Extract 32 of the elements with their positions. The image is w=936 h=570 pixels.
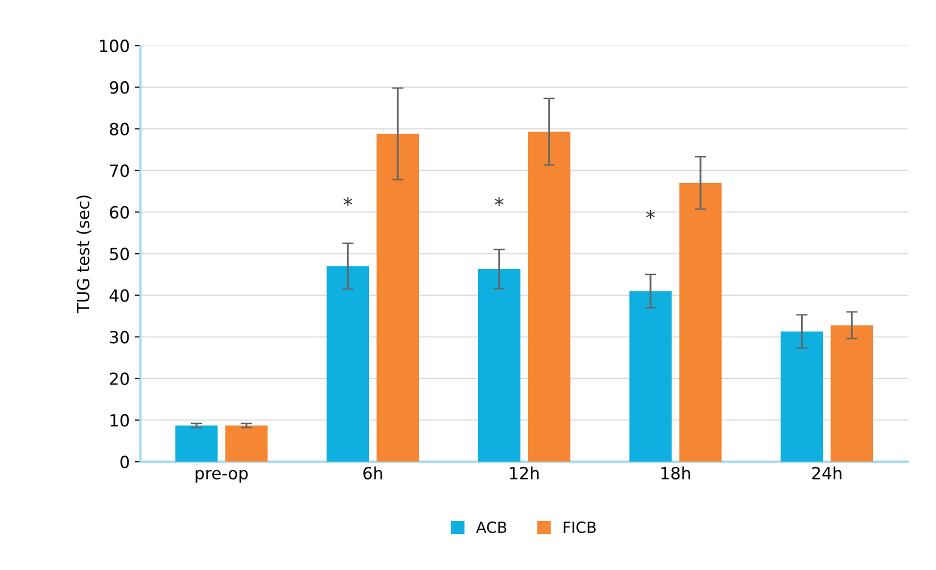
bar xyxy=(326,266,370,462)
bar xyxy=(629,291,672,462)
legend-label: FICB xyxy=(564,521,596,534)
y-tick-label: 80 xyxy=(110,122,129,136)
annotation: * xyxy=(344,197,352,206)
y-tick-label: 40 xyxy=(110,289,129,302)
x-tick-label: 6h xyxy=(363,466,382,480)
legend-label: ACB xyxy=(476,521,506,534)
x-tick-label: 18h xyxy=(661,466,690,480)
y-tick-label: 20 xyxy=(110,372,129,386)
annotation: * xyxy=(494,197,504,206)
y-tick-label: 90 xyxy=(110,81,129,94)
bar xyxy=(679,182,722,462)
y-tick-label: 0 xyxy=(120,456,129,468)
y-tick-label: 70 xyxy=(110,164,129,177)
bar xyxy=(528,132,570,462)
bar xyxy=(225,426,268,462)
x-tick-label: 24h xyxy=(812,466,842,480)
y-tick-label: 30 xyxy=(110,330,129,344)
y-tick-label: 100 xyxy=(100,40,129,52)
bar xyxy=(780,331,824,462)
x-tick-label: pre-op xyxy=(196,470,248,483)
bar xyxy=(376,134,419,462)
x-tick-label: 12h xyxy=(510,466,539,480)
y-axis-title: TUG test (sec) xyxy=(76,196,92,314)
y-tick-label: 50 xyxy=(110,248,129,260)
annotation: * xyxy=(646,210,655,219)
y-tick-label: 60 xyxy=(110,206,129,219)
bar xyxy=(478,269,520,462)
bar xyxy=(175,426,218,462)
y-tick-label: 10 xyxy=(110,414,129,427)
bar xyxy=(830,325,874,462)
